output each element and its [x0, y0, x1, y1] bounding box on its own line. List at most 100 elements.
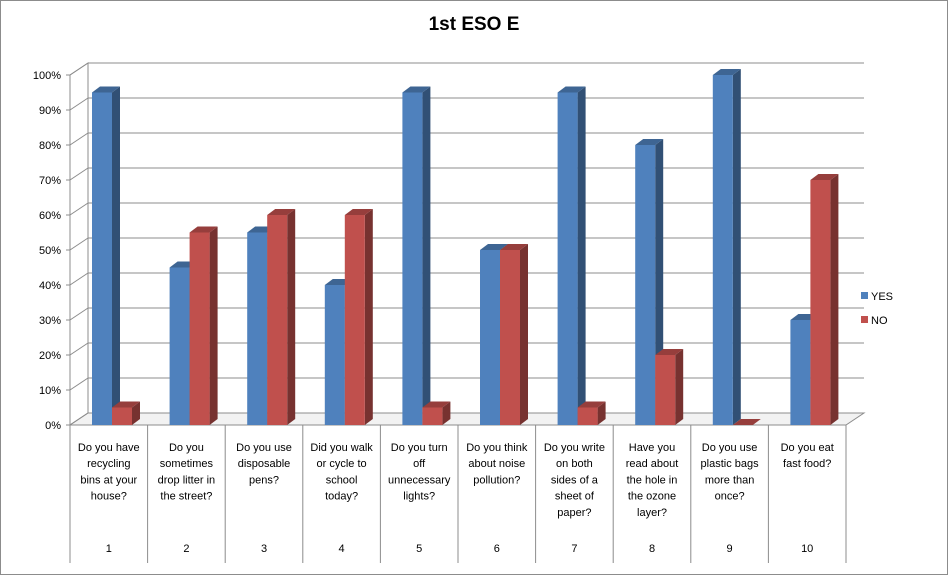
bar-no-9	[732, 419, 761, 425]
bar-front	[112, 407, 132, 425]
category-question-line: today?	[325, 491, 358, 503]
bar-side	[364, 209, 373, 425]
gridline-diagonal	[69, 377, 89, 391]
category-question-line: recycling	[87, 458, 130, 470]
category-question-line: Do you use	[236, 442, 292, 454]
bar-top	[732, 419, 761, 425]
gridline-diagonal	[69, 412, 89, 426]
gridline-diagonal	[69, 97, 89, 111]
y-tick-label: 40%	[39, 280, 61, 292]
y-tick-label: 30%	[39, 315, 61, 327]
category-question-line: layer?	[637, 507, 667, 519]
bar-top	[635, 139, 664, 145]
category-number: 1	[106, 543, 112, 555]
category-question-line: Do you turn	[391, 442, 448, 454]
bar-top	[810, 174, 839, 180]
bar-side	[830, 174, 839, 425]
bar-yes-7	[557, 86, 586, 425]
category-question-line: read about	[626, 458, 679, 470]
bar-front	[577, 407, 598, 425]
category-number: 6	[494, 543, 500, 555]
bar-front	[267, 215, 288, 425]
bar-side	[597, 401, 606, 425]
category-number: 8	[649, 543, 655, 555]
gridline-diagonal	[69, 272, 89, 286]
bar-top	[112, 401, 140, 408]
bar-yes-1	[92, 86, 120, 425]
legend-label-yes: YES	[871, 291, 893, 303]
category-question-line: sheet of	[555, 491, 595, 503]
bar-side	[442, 401, 451, 425]
y-tick-label: 100%	[33, 70, 61, 82]
legend-swatch-no	[861, 316, 868, 323]
category-question-line: Do you	[169, 442, 204, 454]
category-question-line: the street?	[160, 491, 212, 503]
bar-front	[557, 92, 578, 425]
category-question-line: pens?	[249, 474, 279, 486]
y-tick-label: 10%	[39, 385, 61, 397]
bar-side	[422, 86, 431, 425]
category-question-line: Do you write	[544, 442, 605, 454]
bar-no-6	[500, 244, 528, 425]
bar-front	[500, 250, 520, 425]
bar-top	[655, 349, 684, 355]
category-question-line: Have you	[629, 442, 675, 454]
bar-top	[712, 69, 741, 75]
bar-front	[169, 267, 190, 425]
bar-side	[209, 226, 218, 425]
category-question-line: Did you walk	[310, 442, 373, 454]
bar-no-10	[810, 174, 839, 425]
category-question-line: plastic bags	[701, 458, 760, 470]
y-tick-label: 20%	[39, 350, 61, 362]
y-tick-label: 50%	[39, 245, 61, 257]
legend-swatch-yes	[861, 292, 868, 299]
gridline-diagonal	[69, 307, 89, 321]
bar-no-1	[112, 401, 140, 425]
bar-front	[480, 250, 500, 425]
category-number: 7	[571, 543, 577, 555]
gridline-diagonal	[69, 167, 89, 181]
category-number: 5	[416, 543, 422, 555]
bar-side	[675, 349, 684, 425]
category-question-line: fast food?	[783, 458, 831, 470]
bar-yes-5	[402, 86, 431, 425]
gridline-diagonal	[69, 62, 89, 76]
y-tick-label: 0%	[45, 420, 61, 432]
category-question-line: paper?	[557, 507, 591, 519]
bar-front	[324, 285, 345, 425]
bar-side	[577, 86, 586, 425]
bar-side	[287, 209, 296, 425]
bar-top	[344, 209, 373, 215]
category-question-line: Do you eat	[781, 442, 834, 454]
bar-front	[635, 145, 656, 425]
y-tick-label: 80%	[39, 140, 61, 152]
bar-front	[92, 92, 112, 425]
bar-top	[577, 401, 606, 408]
bar-front	[247, 232, 268, 425]
bar-front	[810, 180, 831, 425]
bar-top	[557, 86, 586, 93]
bar-no-7	[577, 401, 606, 425]
bar-top	[422, 401, 451, 408]
bar-front	[655, 355, 676, 425]
category-question-line: lights?	[403, 491, 435, 503]
category-question-line: the ozone	[628, 491, 676, 503]
bar-top	[267, 209, 296, 215]
category-question-line: more than	[705, 474, 755, 486]
bar-top	[480, 244, 508, 250]
bar-no-8	[655, 349, 684, 425]
bar-side	[732, 69, 741, 425]
bar-front	[402, 92, 423, 425]
category-number: 4	[339, 543, 345, 555]
bar-front	[189, 232, 210, 425]
category-question-line: the hole in	[627, 474, 678, 486]
gridline-diagonal	[69, 237, 89, 251]
category-question-line: Do you have	[78, 442, 140, 454]
category-question-line: bins at your	[80, 474, 137, 486]
bar-front	[712, 75, 733, 425]
category-question-line: Do you think	[466, 442, 528, 454]
category-question-line: about noise	[468, 458, 525, 470]
bar-top	[92, 86, 120, 93]
